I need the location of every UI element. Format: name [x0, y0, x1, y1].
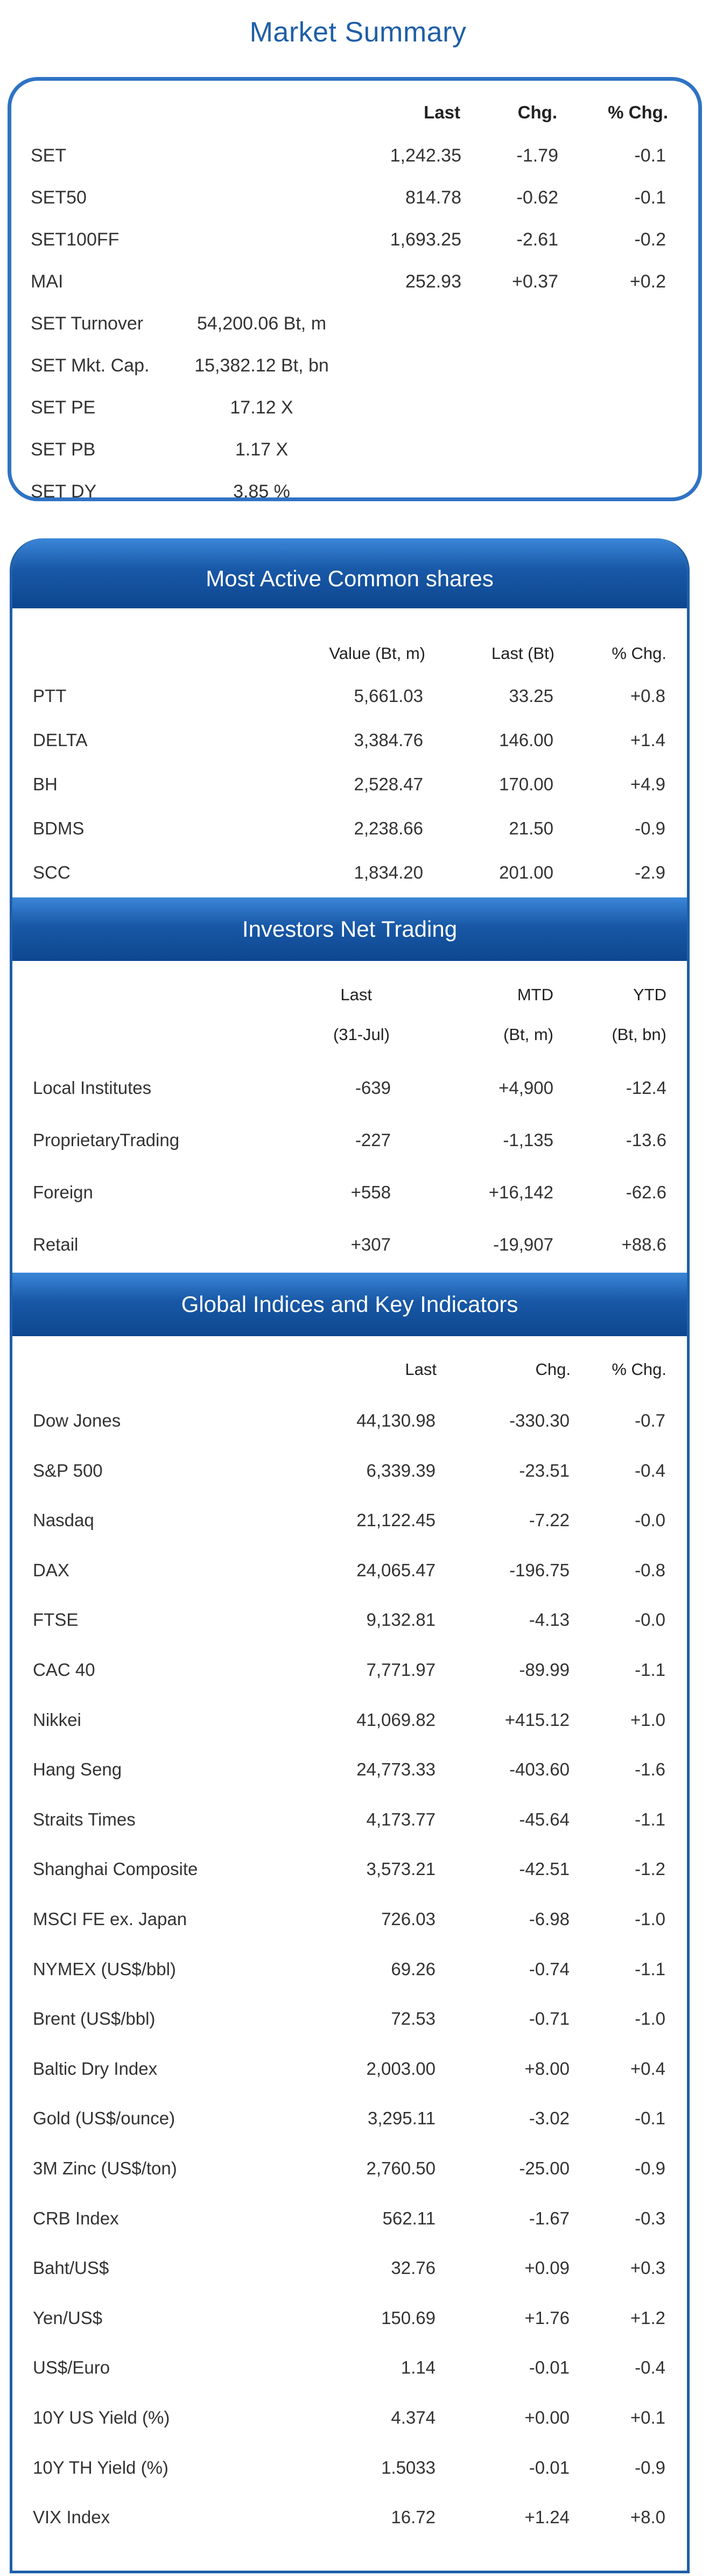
header-chg: Chg. [517, 102, 557, 122]
global-row: NYMEX (US$/bbl) 69.26 -0.74 -1.1 [33, 1959, 665, 1979]
market-stat-row: SET PE 17.12 X [31, 397, 293, 418]
global-row: Dow Jones 44,130.98 -330.30 -0.7 [33, 1410, 665, 1430]
global-row: Baltic Dry Index 2,003.00 +8.00 +0.4 [33, 2058, 665, 2079]
market-row: MAI 252.93 +0.37 +0.2 [31, 271, 666, 292]
investors-row: ProprietaryTrading -227 -1,135 -13.6 [33, 1130, 666, 1150]
global-row: 3M Zinc (US$/ton) 2,760.50 -25.00 -0.9 [33, 2158, 665, 2178]
market-panel: Most Active Common shares Value (Bt, m) … [10, 538, 690, 2573]
market-row: SET50 814.78 -0.62 -0.1 [31, 187, 666, 208]
global-row: 10Y TH Yield (%) 1.5033 -0.01 -0.9 [33, 2457, 665, 2477]
investors-row: Foreign +558 +16,142 -62.6 [33, 1182, 666, 1202]
investors-row: Local Institutes -639 +4,900 -12.4 [33, 1078, 666, 1098]
investors-header: Last MTD YTD [340, 985, 666, 1004]
investors-row: Retail +307 -19,907 +88.6 [33, 1234, 666, 1254]
global-row: Hang Seng 24,773.33 -403.60 -1.6 [33, 1759, 665, 1780]
global-header: Last Chg. % Chg. [405, 1360, 666, 1379]
most-active-row: DELTA 3,384.76 146.00 +1.4 [33, 730, 665, 750]
global-row: Baht/US$ 32.76 +0.09 +0.3 [33, 2258, 665, 2278]
header-last: Last [424, 102, 460, 122]
market-row: SET100FF 1,693.25 -2.61 -0.2 [31, 229, 666, 250]
global-row: DAX 24,065.47 -196.75 -0.8 [33, 1560, 665, 1580]
market-stat-row: SET Mkt. Cap. 15,382.12 Bt, bn [31, 355, 329, 376]
global-row: VIX Index 16.72 +1.24 +8.0 [33, 2507, 665, 2528]
most-active-band: Most Active Common shares [12, 538, 687, 608]
global-row: MSCI FE ex. Japan 726.03 -6.98 -1.0 [33, 1909, 665, 1929]
global-row: S&P 500 6,339.39 -23.51 -0.4 [33, 1460, 665, 1480]
most-active-row: SCC 1,834.20 201.00 -2.9 [33, 862, 665, 882]
global-row: CAC 40 7,771.97 -89.99 -1.1 [33, 1660, 665, 1680]
global-row: Brent (US$/bbl) 72.53 -0.71 -1.0 [33, 2009, 665, 2029]
market-stat-row: SET Turnover 54,200.06 Bt, m [31, 313, 327, 334]
global-row: Gold (US$/ounce) 3,295.11 -3.02 -0.1 [33, 2108, 665, 2129]
global-row: FTSE 9,132.81 -4.13 -0.0 [33, 1610, 665, 1630]
investors-subheader: (31-Jul) (Bt, m) (Bt, bn) [333, 1025, 666, 1044]
global-row: Nasdaq 21,122.45 -7.22 -0.0 [33, 1510, 665, 1531]
header-pct-chg: % Chg. [608, 102, 668, 122]
global-row: Straits Times 4,173.77 -45.64 -1.1 [33, 1809, 665, 1829]
global-row: US$/Euro 1.14 -0.01 -0.4 [33, 2357, 665, 2378]
investors-band: Investors Net Trading [12, 897, 687, 961]
market-stat-row: SET DY 3.85 % [31, 481, 290, 502]
most-active-header: Value (Bt, m) Last (Bt) % Chg. [329, 644, 666, 663]
global-row: Shanghai Composite 3,573.21 -42.51 -1.2 [33, 1859, 665, 1879]
global-row: CRB Index 562.11 -1.67 -0.3 [33, 2208, 665, 2228]
global-row: 10Y US Yield (%) 4.374 +0.00 +0.1 [33, 2407, 665, 2427]
global-band: Global Indices and Key Indicators [12, 1273, 687, 1336]
most-active-row: PTT 5,661.03 33.25 +0.8 [33, 686, 665, 706]
market-stat-row: SET PB 1.17 X [31, 439, 289, 460]
global-row: Nikkei 41,069.82 +415.12 +1.0 [33, 1709, 665, 1730]
most-active-row: BH 2,528.47 170.00 +4.9 [33, 774, 665, 794]
market-row: SET 1,242.35 -1.79 -0.1 [31, 145, 666, 166]
market-summary-title: Market Summary [249, 17, 467, 48]
market-summary-box: Last Chg. % Chg. SET 1,242.35 -1.79 -0.1… [8, 77, 702, 502]
date-label: (31-Jul) [333, 1025, 390, 1044]
global-row: Yen/US$ 150.69 +1.76 +1.2 [33, 2307, 665, 2328]
most-active-row: BDMS 2,238.66 21.50 -0.9 [33, 818, 665, 838]
